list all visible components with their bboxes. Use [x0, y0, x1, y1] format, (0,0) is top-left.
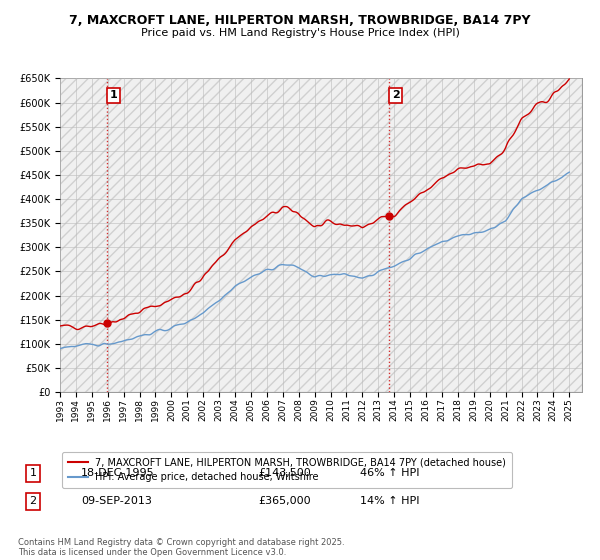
Text: 7, MAXCROFT LANE, HILPERTON MARSH, TROWBRIDGE, BA14 7PY: 7, MAXCROFT LANE, HILPERTON MARSH, TROWB…: [69, 14, 531, 27]
Text: 46% ↑ HPI: 46% ↑ HPI: [360, 468, 419, 478]
Text: Price paid vs. HM Land Registry's House Price Index (HPI): Price paid vs. HM Land Registry's House …: [140, 28, 460, 38]
Text: 18-DEC-1995: 18-DEC-1995: [81, 468, 155, 478]
Text: 09-SEP-2013: 09-SEP-2013: [81, 496, 152, 506]
Text: 1: 1: [110, 90, 118, 100]
Text: 2: 2: [29, 496, 37, 506]
Legend: 7, MAXCROFT LANE, HILPERTON MARSH, TROWBRIDGE, BA14 7PY (detached house), HPI: A: 7, MAXCROFT LANE, HILPERTON MARSH, TROWB…: [62, 452, 512, 488]
Text: £143,500: £143,500: [258, 468, 311, 478]
Text: £365,000: £365,000: [258, 496, 311, 506]
Text: 14% ↑ HPI: 14% ↑ HPI: [360, 496, 419, 506]
Bar: [60, 78, 582, 392]
Text: 1: 1: [29, 468, 37, 478]
Text: 2: 2: [392, 90, 400, 100]
Text: Contains HM Land Registry data © Crown copyright and database right 2025.
This d: Contains HM Land Registry data © Crown c…: [18, 538, 344, 557]
